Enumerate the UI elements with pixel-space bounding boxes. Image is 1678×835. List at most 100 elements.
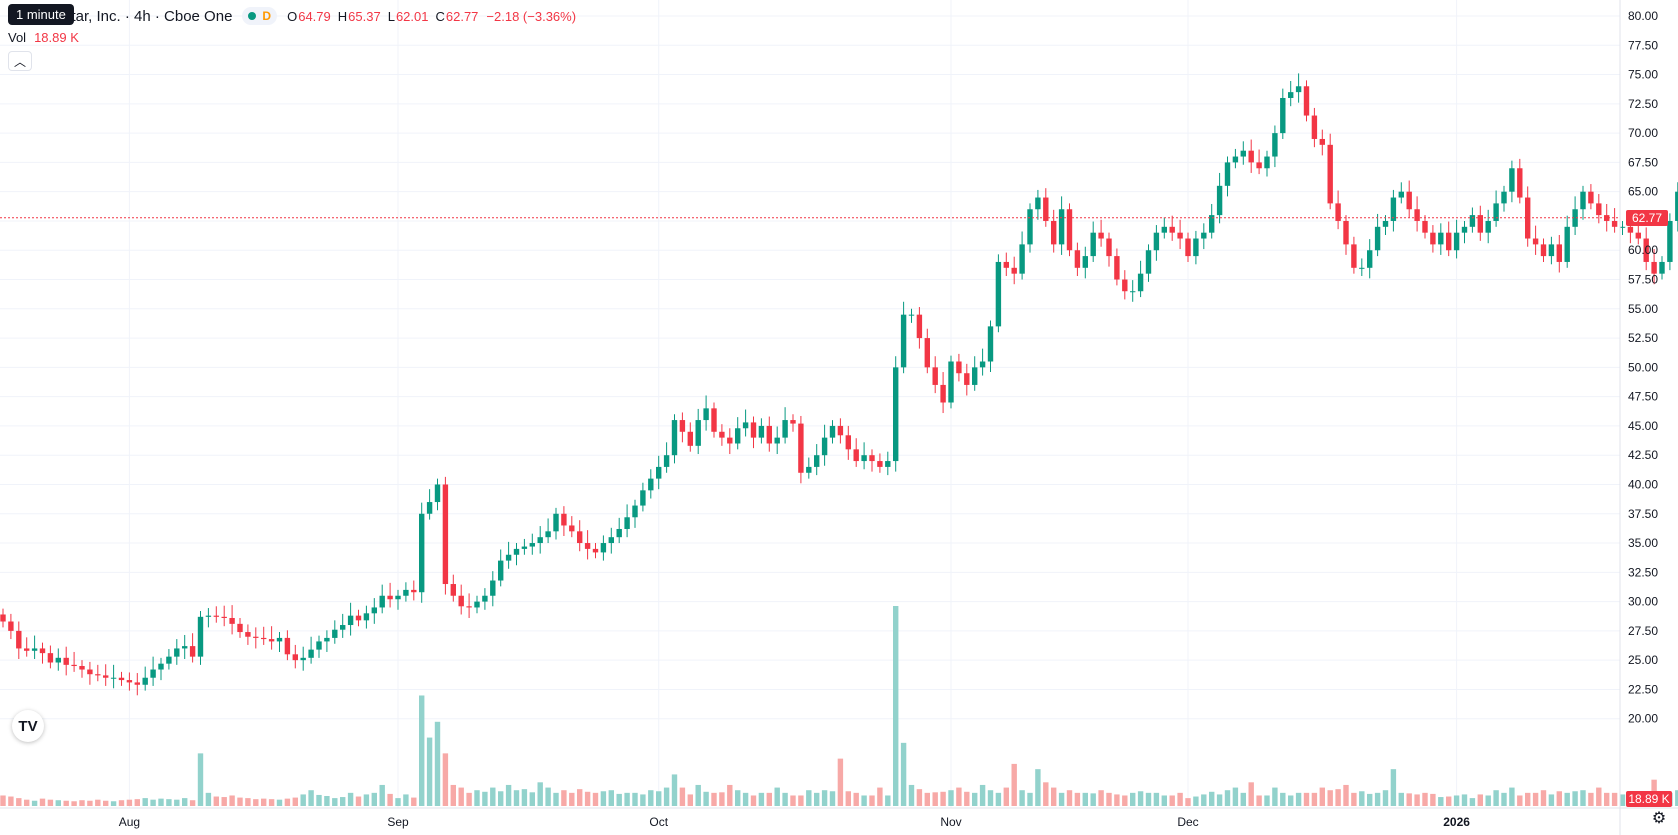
- candle: [8, 613, 14, 640]
- volume-bar: [1548, 794, 1555, 806]
- volume-bar: [671, 774, 678, 806]
- volume-bar: [561, 790, 567, 806]
- candle-body: [1430, 232, 1436, 245]
- candle-body: [1280, 97, 1286, 134]
- volume-bar: [363, 794, 370, 806]
- gear-icon[interactable]: ⚙: [1651, 810, 1667, 827]
- candle: [561, 506, 567, 537]
- candle: [900, 301, 907, 374]
- candle: [1406, 180, 1412, 218]
- candle-body: [1493, 203, 1499, 221]
- volume-bar: [419, 695, 425, 806]
- market-open-dot-icon: [248, 12, 257, 20]
- candle-body: [126, 680, 133, 683]
- candle: [766, 416, 772, 452]
- candle: [932, 356, 938, 394]
- volume-bar: [1114, 794, 1120, 806]
- candle: [1667, 213, 1673, 271]
- candle: [1430, 225, 1436, 253]
- candle: [324, 630, 330, 652]
- candle-body: [1232, 156, 1239, 163]
- symbol-title[interactable]: star, Inc. · 4h · Cboe One: [64, 7, 233, 25]
- candle-body: [750, 422, 757, 438]
- candle-body: [1343, 220, 1349, 245]
- volume-bar: [63, 800, 69, 806]
- candle: [1027, 203, 1033, 253]
- candle: [490, 571, 496, 607]
- candle: [189, 633, 196, 663]
- y-tick-label: 80.00: [1628, 9, 1658, 23]
- candle: [1224, 156, 1231, 197]
- volume-bar: [790, 795, 796, 806]
- price-axis: 80.0077.5075.0072.5070.0067.5065.0062.50…: [1628, 9, 1658, 726]
- volume-bar: [253, 799, 259, 806]
- volume-bar: [987, 790, 994, 806]
- y-tick-label: 45.00: [1628, 419, 1658, 433]
- candle-body: [221, 616, 227, 618]
- candle: [656, 455, 662, 490]
- candle: [1446, 221, 1452, 257]
- candle-body: [1295, 86, 1302, 93]
- volume-bar: [434, 721, 441, 806]
- candle-body: [940, 384, 946, 403]
- candle: [31, 635, 38, 659]
- candle: [1114, 248, 1120, 286]
- ohlc-key: O: [287, 8, 298, 24]
- candle: [798, 415, 804, 484]
- candle-body: [332, 629, 338, 638]
- volume-bar: [126, 799, 133, 806]
- candle-body: [529, 543, 535, 547]
- candle: [1177, 219, 1183, 250]
- volume-bar: [1224, 790, 1231, 806]
- candle: [537, 526, 543, 554]
- candle: [268, 626, 275, 650]
- candle-body: [1438, 232, 1444, 245]
- candle: [814, 444, 820, 476]
- volume-bar: [1461, 794, 1468, 806]
- candle: [1161, 217, 1167, 239]
- candle: [292, 644, 298, 669]
- candle-body: [1051, 220, 1057, 245]
- candle-body: [505, 554, 512, 561]
- candle-body: [387, 595, 393, 600]
- volume-bar: [1058, 792, 1065, 806]
- candle: [1588, 184, 1594, 210]
- volume-bar: [110, 801, 117, 806]
- volume-bar: [142, 798, 148, 806]
- candle: [1398, 182, 1404, 204]
- candle-body: [553, 513, 559, 532]
- candle-body: [466, 606, 472, 608]
- candle-body: [948, 361, 954, 403]
- candle: [1011, 256, 1017, 285]
- volume-bar: [1327, 790, 1333, 806]
- volume-bar: [31, 800, 38, 806]
- candle-body: [1525, 197, 1531, 239]
- y-tick-label: 50.00: [1628, 360, 1658, 374]
- candle-body: [1043, 197, 1049, 221]
- candle-body: [1153, 232, 1160, 251]
- candle-body: [110, 677, 117, 679]
- candle: [513, 543, 520, 566]
- volume-bar: [1311, 792, 1318, 806]
- candle-body: [1532, 238, 1539, 245]
- volume-bar: [964, 791, 970, 806]
- candle: [1501, 185, 1507, 212]
- tradingview-logo-icon[interactable]: TV: [12, 710, 44, 742]
- volume-bar: [640, 794, 646, 806]
- collapse-legend-button[interactable]: ︿: [8, 51, 32, 71]
- y-tick-label: 42.50: [1628, 448, 1658, 462]
- candle-body: [1177, 232, 1183, 239]
- candle: [134, 673, 140, 696]
- candle-body: [632, 505, 638, 518]
- volume-bar: [174, 799, 180, 806]
- volume-bar: [1295, 792, 1302, 806]
- candle-body: [1675, 191, 1678, 221]
- volume-bar: [103, 800, 109, 806]
- candle-body: [814, 455, 820, 467]
- volume-bar: [687, 794, 693, 806]
- candle: [790, 414, 796, 432]
- volume-bar: [300, 794, 306, 806]
- y-tick-label: 25.00: [1628, 653, 1658, 667]
- market-status-pill[interactable]: D: [242, 7, 278, 25]
